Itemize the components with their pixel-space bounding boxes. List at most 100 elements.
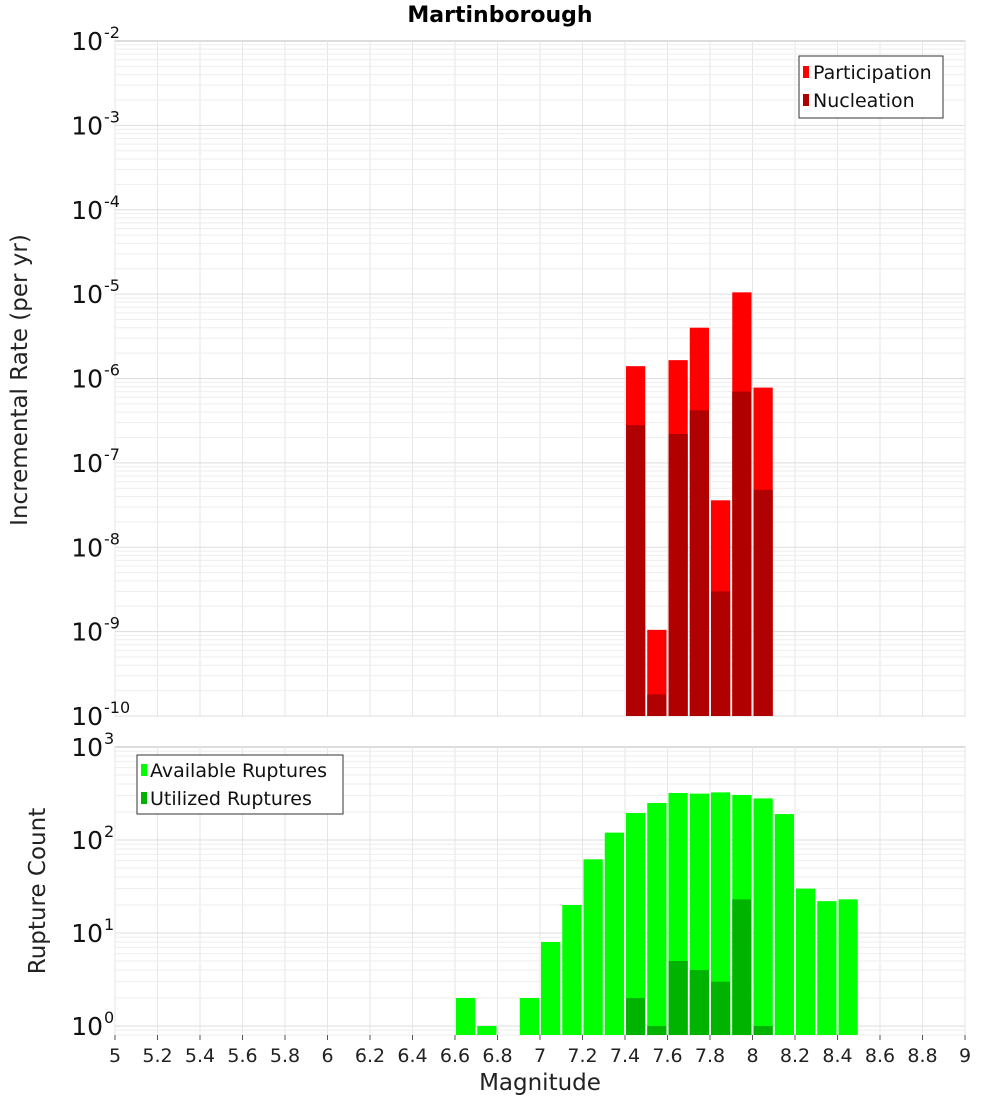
bar-utilized [668,960,688,1035]
legend-box-bottom [136,754,344,815]
x-tick-label: 6.8 [482,1045,512,1067]
y-tick-label: 10 [71,27,103,56]
bar-available [477,1025,497,1035]
chart-title: Martinborough [407,3,592,28]
y-axis-label-bottom: Rupture Count [25,808,51,974]
x-tick-label: 7 [534,1045,546,1067]
x-tick-label: 5.8 [270,1045,300,1067]
bar-available [711,792,731,1035]
bar-nucleation [753,489,773,716]
x-ticks: 5 5.2 5.4 5.6 5.8 6 6.2 6.4 6.6 6.8 7 7.2 7.4 7.6 7.8 8… [109,1035,971,1067]
bar-available [626,813,646,1035]
bar-utilized [689,969,709,1035]
y-tick-label: 10 [71,196,103,225]
y-tick-exponent: -9 [104,614,120,633]
x-tick-label: 5.6 [227,1045,257,1067]
x-tick-label: 8.8 [907,1045,937,1067]
bar-available [838,899,858,1035]
legend-box-top [798,55,944,119]
legend-label-available: Available Ruptures [150,760,327,782]
bar-available [583,859,603,1035]
x-tick-label: 7.2 [567,1045,597,1067]
y-tick-exponent: -6 [104,361,120,380]
y-tick-exponent: -7 [104,445,120,464]
legend-top: Participation Nucleation [798,55,944,119]
bar-utilized [711,981,731,1035]
legend-swatch-available [141,764,147,776]
legend-label-nucleation: Nucleation [813,90,915,112]
y-tick-label: 10 [71,280,103,309]
bar-available [541,942,561,1035]
bar-available [519,997,539,1035]
bar-nucleation [732,391,752,716]
bar-nucleation [689,410,709,716]
bar-utilized [647,1025,667,1035]
y-tick-label: 10 [71,1012,103,1041]
y-tick-exponent: -2 [104,23,120,42]
y-tick-exponent: -5 [104,276,120,295]
x-tick-label: 7.6 [652,1045,682,1067]
y-tick-label: 10 [71,111,103,140]
bar-available [774,814,794,1035]
x-tick-label: 8 [746,1045,758,1067]
x-tick-label: 5.2 [142,1045,172,1067]
y-tick-exponent: -8 [104,529,120,548]
bar-available [753,798,773,1035]
bars-bottom [456,792,858,1035]
grid-top [114,41,966,717]
y-tick-label: 10 [71,733,103,762]
legend-swatch-nucleation [803,94,809,106]
legend-label-utilized: Utilized Ruptures [150,788,312,810]
legend-label-participation: Participation [813,62,932,84]
legend-swatch-utilized [141,792,147,804]
x-tick-label: 6.2 [355,1045,385,1067]
y-tick-label: 10 [71,618,103,647]
x-tick-label: 9 [959,1045,971,1067]
bar-utilized [626,997,646,1035]
x-tick-label: 6.4 [397,1045,427,1067]
bars-top [626,292,773,716]
legend-swatch-participation [803,66,809,78]
bar-participation [647,629,667,716]
y-tick-exponent: -10 [104,698,130,717]
x-tick-label: 6 [321,1045,333,1067]
x-tick-label: 8.6 [865,1045,895,1067]
y-tick-exponent: -3 [104,107,120,126]
y-tick-label: 10 [71,449,103,478]
y-tick-exponent: 2 [104,822,114,841]
y-tick-exponent: 0 [104,1008,114,1027]
x-tick-label: 8.4 [822,1045,852,1067]
bar-available [604,832,624,1035]
y-tick-label: 10 [71,702,103,731]
bar-available [817,901,837,1035]
x-tick-label: 5 [109,1045,121,1067]
y-tick-label: 10 [71,533,103,562]
x-tick-label: 8.2 [780,1045,810,1067]
x-axis-label: Magnitude [479,1070,601,1096]
y-axis-label-top: Incremental Rate (per yr) [7,234,33,526]
y-tick-label: 10 [71,826,103,855]
bar-available [562,904,582,1035]
y-tick-exponent: 3 [104,729,114,748]
bar-nucleation [647,694,667,716]
x-tick-label: 5.4 [185,1045,215,1067]
y-tick-label: 10 [71,365,103,394]
y-tick-exponent: 1 [104,915,114,934]
x-tick-label: 7.8 [695,1045,725,1067]
legend-bottom: Available Ruptures Utilized Ruptures [136,754,344,815]
y-tick-exponent: -4 [104,192,120,211]
y-tick-label: 10 [71,919,103,948]
bar-available [456,997,476,1035]
bar-nucleation [668,433,688,716]
bar-nucleation [711,591,731,716]
x-tick-label: 6.6 [440,1045,470,1067]
bar-available [647,802,667,1035]
bar-utilized [753,1025,773,1035]
bar-available [796,888,816,1035]
bar-utilized [732,899,752,1035]
